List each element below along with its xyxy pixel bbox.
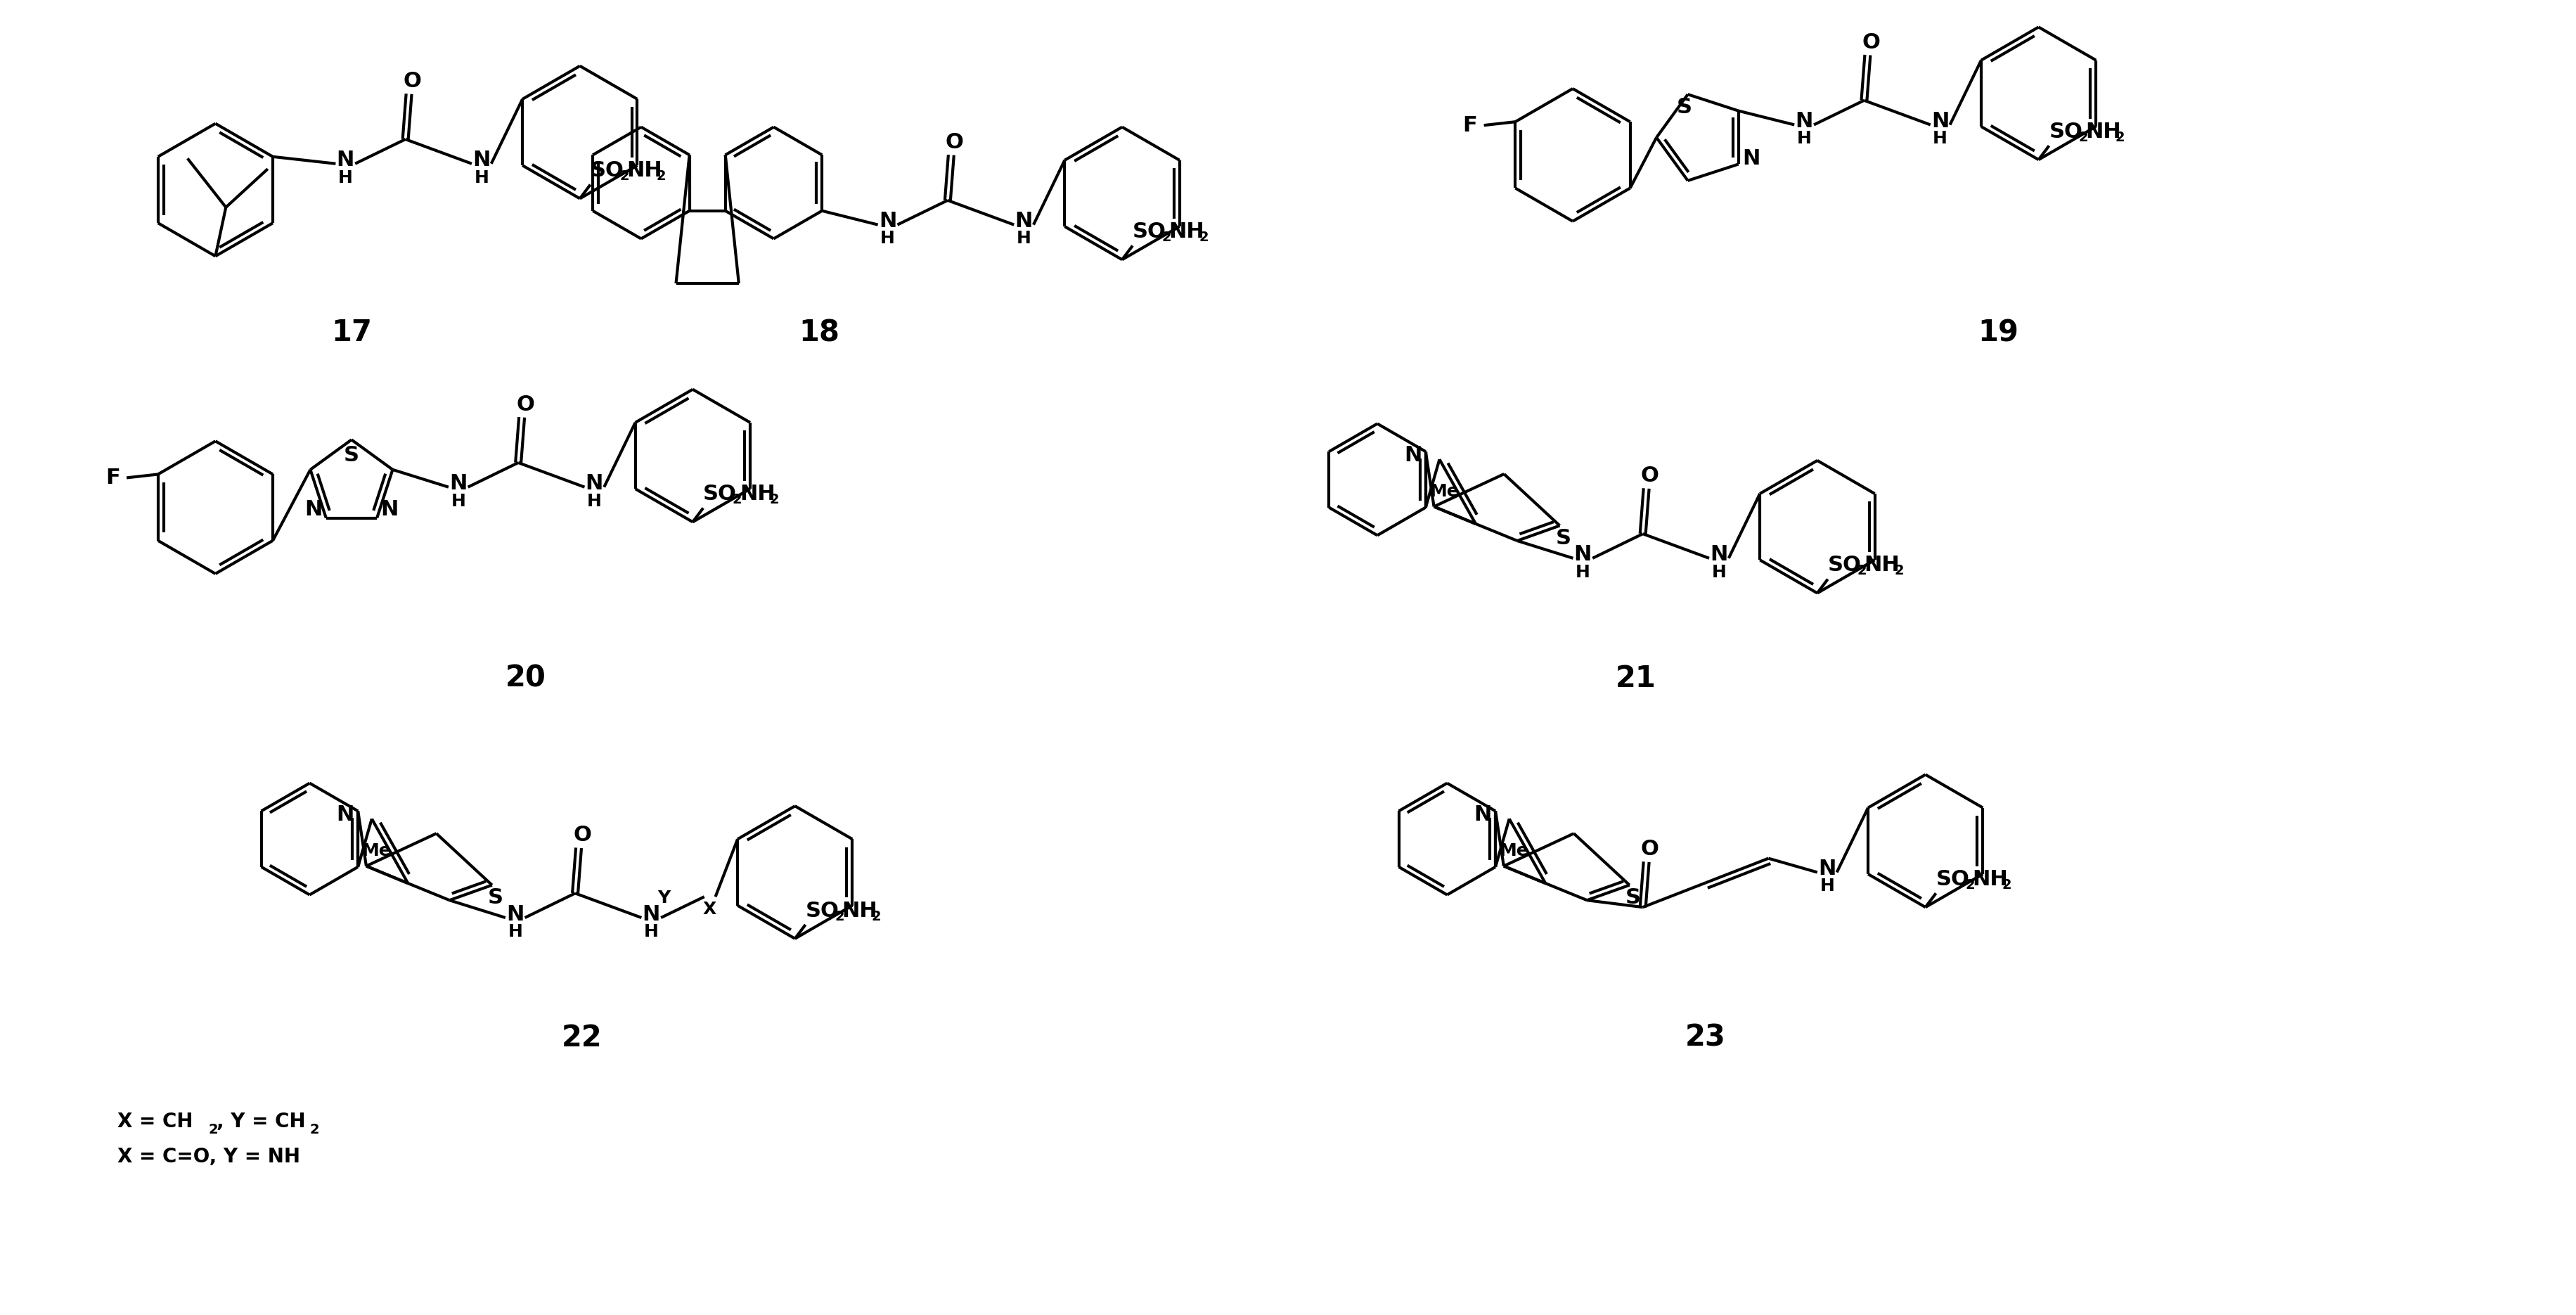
Text: SO: SO [2048,121,2084,142]
Text: 2: 2 [2002,878,2012,892]
Text: N: N [1819,859,1837,878]
Text: S: S [1677,97,1692,117]
Text: SO: SO [1829,555,1862,576]
Text: 2: 2 [1162,230,1172,245]
Text: NH: NH [1170,221,1206,242]
Text: SO: SO [703,484,737,504]
Text: Me: Me [1430,483,1458,500]
Text: S: S [343,444,358,466]
Text: H: H [1932,130,1947,147]
Text: H: H [451,493,466,509]
Text: N: N [585,473,603,494]
Text: N: N [1932,110,1950,132]
Text: Me: Me [1499,843,1530,859]
Text: Me: Me [363,843,392,859]
Text: H: H [337,170,353,187]
Text: H: H [1018,230,1030,247]
Text: X: X [703,901,716,918]
Text: 2: 2 [309,1123,319,1136]
Text: SO: SO [806,901,840,920]
Text: N: N [507,903,523,924]
Text: Y: Y [657,890,670,906]
Text: 22: 22 [562,1023,603,1053]
Text: N: N [1741,149,1759,168]
Text: H: H [507,923,523,940]
Text: 2: 2 [1893,564,1904,577]
Text: SO: SO [1937,869,1971,889]
Text: N: N [1473,805,1492,825]
Text: 2: 2 [732,493,742,506]
Text: 18: 18 [799,318,840,347]
Text: O: O [515,394,533,416]
Text: H: H [1577,564,1589,581]
Text: H: H [881,230,894,247]
Text: N: N [448,473,466,494]
Text: H: H [587,493,603,509]
Text: 2: 2 [835,910,845,923]
Text: 2: 2 [871,910,881,923]
Text: H: H [1819,878,1834,894]
Text: S: S [1625,888,1641,907]
Text: N: N [337,805,355,825]
Text: H: H [644,923,659,940]
Text: 19: 19 [1978,318,2020,347]
Text: , Y = CH: , Y = CH [216,1111,307,1131]
Text: X = C=O, Y = NH: X = C=O, Y = NH [118,1147,301,1166]
Text: H: H [474,170,489,187]
Text: 2: 2 [2115,130,2125,145]
Text: O: O [572,825,592,846]
Text: NH: NH [739,484,775,504]
Text: 23: 23 [1685,1023,1726,1053]
Text: 2: 2 [770,493,778,506]
Text: 2: 2 [621,170,629,183]
Text: N: N [1404,444,1422,466]
Text: O: O [1641,466,1659,487]
Text: N: N [878,212,896,231]
Text: F: F [1463,116,1476,135]
Text: NH: NH [2087,121,2120,142]
Text: O: O [1641,839,1659,860]
Text: 2: 2 [2079,130,2089,145]
Text: NH: NH [1865,555,1899,576]
Text: X = CH: X = CH [118,1111,193,1131]
Text: N: N [471,150,489,171]
Text: 2: 2 [1198,230,1208,245]
Text: S: S [487,888,502,907]
Text: 20: 20 [505,664,546,693]
Text: N: N [1710,544,1728,565]
Text: N: N [1795,110,1814,132]
Text: N: N [337,150,355,171]
Text: 2: 2 [657,170,667,183]
Text: S: S [1556,529,1571,548]
Text: N: N [641,903,659,924]
Text: 2: 2 [1857,564,1868,577]
Text: SO: SO [590,160,623,181]
Text: O: O [404,71,422,92]
Text: N: N [304,500,322,519]
Text: H: H [1710,564,1726,581]
Text: NH: NH [842,901,878,920]
Text: N: N [1574,544,1592,565]
Text: H: H [1798,130,1811,147]
Text: N: N [381,500,399,519]
Text: SO: SO [1133,221,1167,242]
Text: O: O [945,133,963,153]
Text: O: O [1862,33,1880,53]
Text: N: N [1015,212,1033,231]
Text: NH: NH [1973,869,2007,889]
Text: 17: 17 [332,318,371,347]
Text: 2: 2 [209,1123,219,1136]
Text: NH: NH [626,160,662,181]
Text: F: F [106,468,121,488]
Text: 2: 2 [1965,878,1976,892]
Text: 21: 21 [1615,664,1656,693]
